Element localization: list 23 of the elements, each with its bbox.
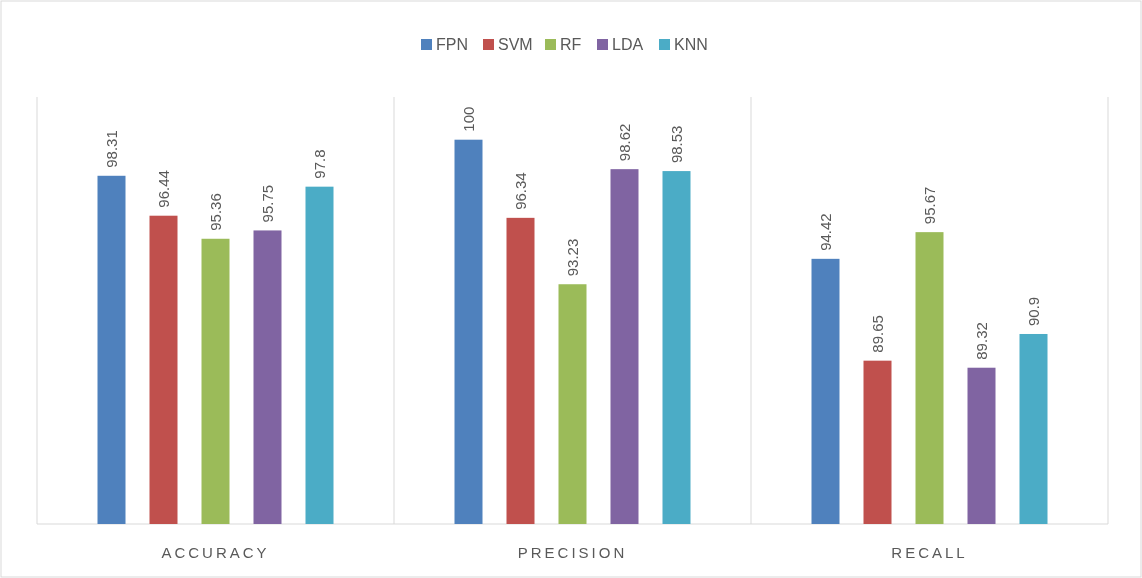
legend-label: LDA: [612, 36, 644, 53]
data-label: 98.53: [667, 125, 685, 164]
data-label: 97.8: [310, 149, 328, 179]
data-label: 89.32: [972, 322, 990, 360]
data-label: 95.36: [206, 193, 224, 231]
data-label: 95.67: [920, 186, 938, 225]
data-label: 96.34: [511, 172, 529, 210]
data-label: 98.62: [615, 123, 633, 162]
legend-label: FPN: [436, 36, 468, 53]
x-tick-label: RECALL: [891, 544, 968, 561]
data-label: 100: [459, 106, 477, 132]
x-tick-label: ACCURACY: [161, 544, 270, 561]
legend-label: RF: [560, 36, 582, 53]
legend-label: SVM: [498, 36, 533, 53]
x-tick-label: PRECISION: [517, 544, 628, 561]
data-label: 89.65: [868, 315, 886, 353]
data-label: 90.9: [1024, 296, 1042, 326]
data-label: 94.42: [816, 213, 834, 251]
data-label: 98.31: [102, 130, 120, 168]
data-label: 96.44: [154, 170, 172, 208]
data-label: 93.23: [563, 238, 581, 277]
legend-label: KNN: [674, 36, 708, 53]
data-label: 95.75: [258, 184, 276, 223]
